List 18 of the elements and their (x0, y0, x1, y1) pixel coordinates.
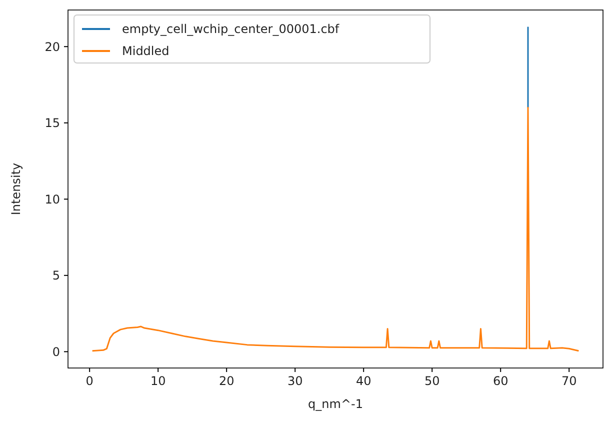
y-tick-label: 15 (44, 116, 60, 130)
y-axis-title: Intensity (9, 162, 23, 216)
legend-label: Middled (122, 44, 170, 58)
x-tick-label: 0 (86, 374, 94, 388)
y-tick-label: 20 (44, 40, 60, 54)
legend-label: empty_cell_wchip_center_00001.cbf (122, 22, 340, 36)
x-tick-label: 40 (356, 374, 372, 388)
x-axis-title: q_nm^-1 (308, 397, 363, 411)
x-tick-label: 20 (218, 374, 234, 388)
x-tick-label: 10 (150, 374, 166, 388)
x-tick-label: 50 (424, 374, 440, 388)
y-tick-label: 5 (52, 268, 60, 283)
x-tick-label: 70 (561, 374, 577, 388)
x-tick-label: 30 (287, 374, 303, 388)
x-tick-label: 60 (492, 374, 508, 388)
line-series (92, 106, 580, 352)
y-tick-label: 0 (52, 344, 60, 359)
y-tick-label: 10 (44, 192, 60, 206)
